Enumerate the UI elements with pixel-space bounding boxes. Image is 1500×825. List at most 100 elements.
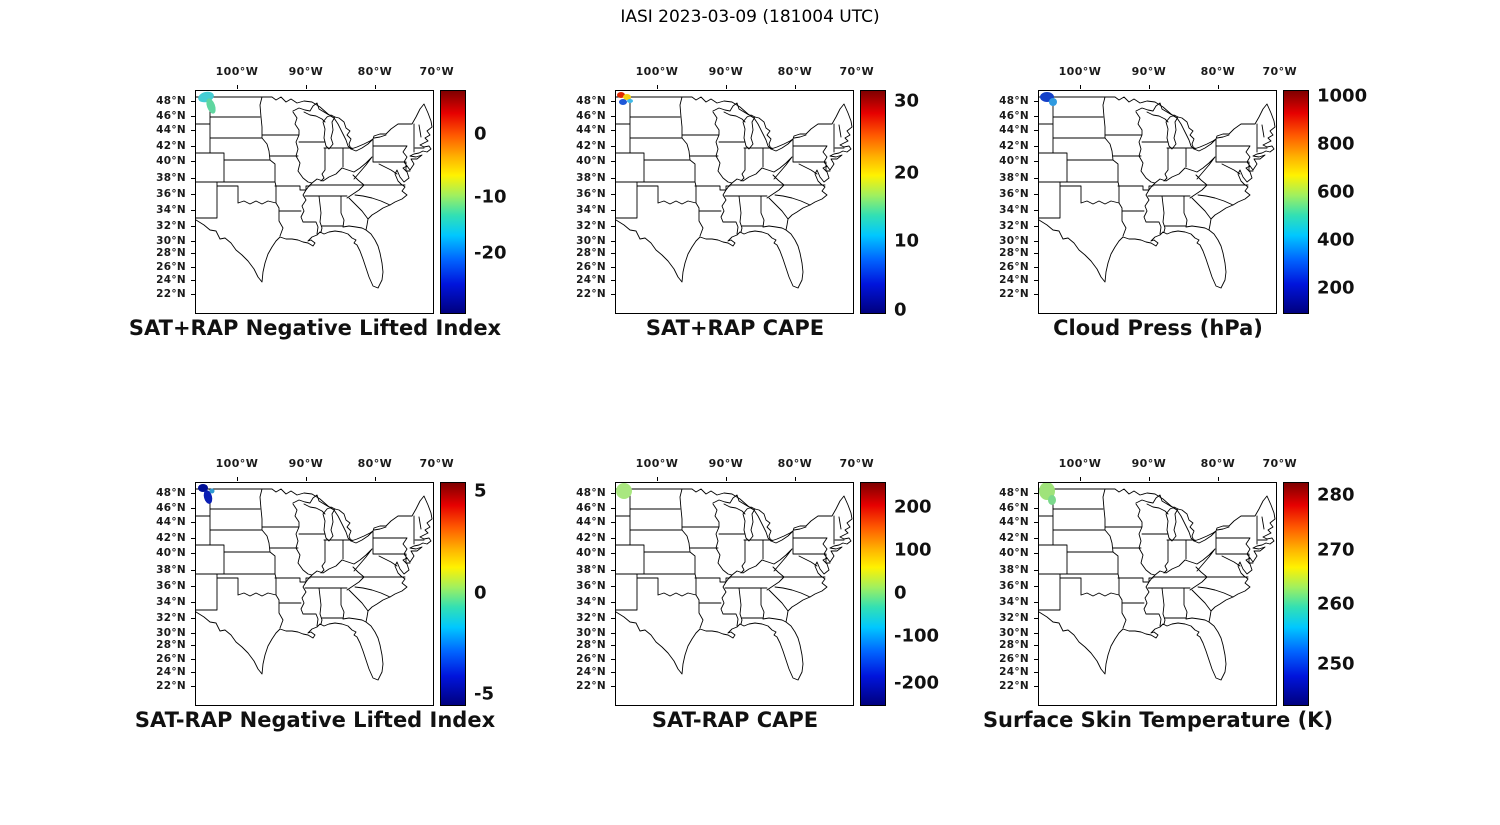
- latitude-tick-mark: [611, 493, 615, 495]
- latitude-tick-mark: [1034, 145, 1038, 147]
- latitude-tick-label: 44°N: [576, 124, 606, 137]
- colorbar-gradient: [861, 91, 885, 313]
- latitude-tick-mark: [611, 685, 615, 687]
- latitude-tick-mark: [1034, 130, 1038, 132]
- latitude-tick-mark: [1034, 522, 1038, 524]
- latitude-tick-label: 28°N: [576, 247, 606, 260]
- latitude-tick-mark: [611, 115, 615, 117]
- latitude-tick-mark: [191, 253, 195, 255]
- longitude-tick-mark: [656, 85, 658, 89]
- data-patch: [1049, 98, 1057, 106]
- latitude-tick-label: 32°N: [576, 612, 606, 625]
- longitude-axis: 100°W 90°W 80°W 70°W: [1038, 63, 1297, 89]
- latitude-tick-mark: [1034, 493, 1038, 495]
- latitude-tick-mark: [191, 493, 195, 495]
- longitude-tick-mark: [1217, 477, 1219, 481]
- longitude-tick-label: 90°W: [708, 457, 744, 470]
- latitude-tick-label: 42°N: [576, 139, 606, 152]
- latitude-tick-label: 46°N: [576, 501, 606, 514]
- panel-title-surface-skin-temperature-k: Surface Skin Temperature (K): [982, 708, 1334, 732]
- latitude-tick-mark: [191, 130, 195, 132]
- colorbar: 0 -10 -20: [440, 90, 507, 314]
- data-patch: [206, 98, 216, 114]
- latitude-tick-mark: [191, 161, 195, 163]
- latitude-tick-label: 22°N: [999, 679, 1029, 692]
- panel-title-sat-minus-rap-negative-lifted-index: SAT-RAP Negative Lifted Index: [134, 708, 496, 732]
- latitude-tick-mark: [191, 145, 195, 147]
- longitude-tick-mark: [374, 477, 376, 481]
- latitude-tick-mark: [191, 293, 195, 295]
- colorbar-tick-label: 400: [1317, 229, 1355, 251]
- data-patch: [1048, 495, 1056, 505]
- latitude-tick-label: 34°N: [156, 596, 186, 609]
- latitude-tick-mark: [1034, 618, 1038, 620]
- colorbar-gradient: [1284, 91, 1308, 313]
- us-basemap: [196, 96, 433, 289]
- latitude-tick-mark: [611, 553, 615, 555]
- longitude-tick-label: 80°W: [1200, 65, 1236, 78]
- latitude-tick-label: 30°N: [576, 626, 606, 639]
- latitude-tick-label: 48°N: [156, 95, 186, 108]
- longitude-tick-label: 90°W: [1131, 457, 1167, 470]
- latitude-tick-label: 40°N: [576, 547, 606, 560]
- latitude-tick-label: 32°N: [156, 612, 186, 625]
- latitude-tick-label: 24°N: [156, 666, 186, 679]
- data-patches-layer: [1039, 483, 1056, 505]
- colorbar-gradient: [861, 483, 885, 705]
- longitude-tick-label: 70°W: [419, 65, 455, 78]
- longitude-tick-label: 100°W: [1058, 65, 1102, 78]
- latitude-tick-mark: [611, 522, 615, 524]
- colorbar-tick-label: -200: [894, 672, 940, 694]
- latitude-tick-label: 48°N: [576, 487, 606, 500]
- longitude-axis: 100°W 90°W 80°W 70°W: [1038, 455, 1297, 481]
- latitude-tick-label: 24°N: [576, 274, 606, 287]
- latitude-tick-mark: [191, 537, 195, 539]
- latitude-tick-label: 40°N: [576, 155, 606, 168]
- colorbar-tick-label: 100: [894, 539, 932, 561]
- data-patches-layer: [198, 91, 216, 114]
- longitude-axis: 100°W 90°W 80°W 70°W: [615, 455, 874, 481]
- latitude-tick-label: 30°N: [156, 234, 186, 247]
- colorbar-tick-labels: 200 100 0 -100 -200: [894, 483, 974, 705]
- colorbar-tick-label: 10: [894, 230, 920, 252]
- latitude-tick-label: 24°N: [999, 666, 1029, 679]
- latitude-tick-mark: [191, 240, 195, 242]
- longitude-tick-label: 90°W: [1131, 65, 1167, 78]
- colorbar: 200 100 0 -100 -200: [860, 482, 939, 706]
- latitude-tick-mark: [191, 645, 195, 647]
- latitude-tick-mark: [611, 585, 615, 587]
- map-area: [1038, 90, 1277, 314]
- latitude-tick-mark: [191, 177, 195, 179]
- longitude-tick-label: 80°W: [357, 457, 393, 470]
- latitude-axis: 48°N 46°N 44°N 42°N 40°N 38°N 36°N 34°N 32°N 30°N…: [553, 482, 615, 704]
- latitude-tick-mark: [611, 569, 615, 571]
- latitude-tick-label: 40°N: [999, 547, 1029, 560]
- longitude-tick-label: 70°W: [839, 457, 875, 470]
- latitude-tick-label: 22°N: [156, 287, 186, 300]
- colorbar-tick-label: 260: [1317, 593, 1355, 615]
- longitude-axis: 100°W 90°W 80°W 70°W: [615, 63, 874, 89]
- latitude-tick-label: 40°N: [999, 155, 1029, 168]
- data-patch: [627, 99, 633, 103]
- panel-title-sat-plus-rap-negative-lifted-index: SAT+RAP Negative Lifted Index: [128, 316, 502, 340]
- latitude-tick-mark: [611, 266, 615, 268]
- latitude-tick-label: 36°N: [576, 579, 606, 592]
- basemap-svg: [1039, 92, 1276, 289]
- longitude-tick-label: 70°W: [839, 65, 875, 78]
- longitude-tick-label: 100°W: [635, 65, 679, 78]
- latitude-tick-mark: [191, 522, 195, 524]
- latitude-tick-label: 26°N: [156, 260, 186, 273]
- colorbar: 1000 800 600 400 200: [1283, 85, 1367, 314]
- latitude-tick-mark: [1034, 226, 1038, 228]
- latitude-tick-label: 34°N: [999, 204, 1029, 217]
- longitude-tick-mark: [1079, 477, 1081, 481]
- latitude-tick-mark: [611, 193, 615, 195]
- colorbar-tick-label: -20: [474, 242, 507, 264]
- latitude-axis: 48°N 46°N 44°N 42°N 40°N 38°N 36°N 34°N 32°N 30°N…: [976, 482, 1038, 704]
- map-area: [1038, 482, 1277, 706]
- map-area: [615, 90, 854, 314]
- latitude-tick-mark: [611, 507, 615, 509]
- longitude-tick-label: 70°W: [419, 457, 455, 470]
- latitude-tick-label: 40°N: [156, 155, 186, 168]
- latitude-tick-mark: [191, 210, 195, 212]
